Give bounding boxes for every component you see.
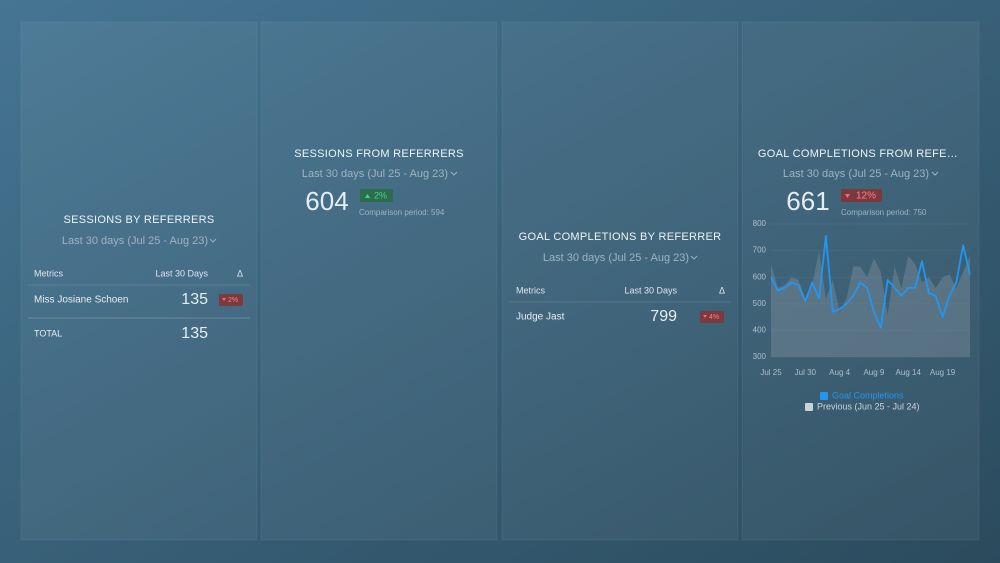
row-label: Judge Jast <box>516 312 565 323</box>
change: 2% <box>374 190 387 200</box>
comparison: Comparison period: 750 <box>841 208 927 217</box>
panel-title: SESSIONS BY REFERRERS <box>64 214 215 226</box>
date-range[interactable]: Last 30 days (Jul 25 - Aug 23) <box>62 235 208 247</box>
table-header: Last 30 Days <box>155 268 208 278</box>
panel <box>501 21 739 541</box>
panel <box>260 21 498 541</box>
down-arrow <box>703 315 707 318</box>
y-tick-label: 600 <box>753 272 767 281</box>
row-value: 799 <box>650 308 677 325</box>
change: 12% <box>856 191 876 202</box>
date-range[interactable]: Last 30 days (Jul 25 - Aug 23) <box>302 168 448 180</box>
table-header: Δ <box>719 285 725 295</box>
line <box>770 235 971 329</box>
up-arrow <box>365 194 370 198</box>
row-value: 135 <box>181 291 208 308</box>
legend-checkbox[interactable] <box>820 392 828 400</box>
x-tick-label: Jul 30 <box>795 368 817 377</box>
down-arrow <box>222 298 226 301</box>
x-tick-label: Aug 14 <box>896 368 922 377</box>
panel <box>741 21 980 541</box>
y-tick-label: 700 <box>753 246 767 255</box>
date-range[interactable]: Last 30 days (Jul 25 - Aug 23) <box>543 252 689 264</box>
delta-badge <box>700 311 724 323</box>
x-tick-label: Aug 9 <box>863 368 884 377</box>
panel-title: GOAL COMPLETIONS FROM REFE… <box>758 148 958 160</box>
legend-label: Goal Completions <box>832 390 904 400</box>
dropdown-icon <box>690 255 698 260</box>
y-tick-label: 400 <box>753 326 767 335</box>
dropdown-icon <box>209 238 217 243</box>
comparison: Comparison period: 594 <box>359 208 445 217</box>
x-tick-label: Aug 4 <box>829 368 850 377</box>
row-label: Miss Josiane Schoen <box>34 295 129 306</box>
total-value: 135 <box>181 325 208 342</box>
delta: 4% <box>709 314 719 321</box>
y-tick-label: 300 <box>753 352 767 361</box>
legend-label: Previous (Jun 25 - Jul 24) <box>817 401 920 411</box>
table-header: Metrics <box>516 285 545 295</box>
line-chart: 300 400 500 600 700 800 Jul 25 Jul 30 Aug 4 Aug 9… <box>753 219 971 411</box>
total-label: TOTAL <box>34 328 62 338</box>
delta: 2% <box>228 297 238 304</box>
dropdown-icon <box>931 171 939 176</box>
panel-title: GOAL COMPLETIONS BY REFERRER <box>519 231 722 243</box>
legend-checkbox[interactable] <box>805 403 813 411</box>
y-tick-label: 800 <box>753 219 767 228</box>
x-tick-label: Jul 25 <box>760 368 782 377</box>
delta-badge <box>219 294 243 306</box>
date-range[interactable]: Last 30 days (Jul 25 - Aug 23) <box>783 168 929 180</box>
change-badge <box>360 189 393 202</box>
down-arrow <box>845 194 850 198</box>
x-tick-label: Aug 19 <box>930 368 956 377</box>
kpi-value: 604 <box>305 186 348 216</box>
table-header: Last 30 Days <box>624 285 677 295</box>
dropdown-icon <box>450 171 458 176</box>
change-badge <box>841 189 882 202</box>
panel <box>20 21 258 541</box>
kpi-value: 661 <box>786 186 829 216</box>
table-header: Metrics <box>34 268 63 278</box>
y-tick-label: 500 <box>753 299 767 308</box>
panel-title: SESSIONS FROM REFERRERS <box>294 148 463 160</box>
table-header: Δ <box>237 268 243 278</box>
